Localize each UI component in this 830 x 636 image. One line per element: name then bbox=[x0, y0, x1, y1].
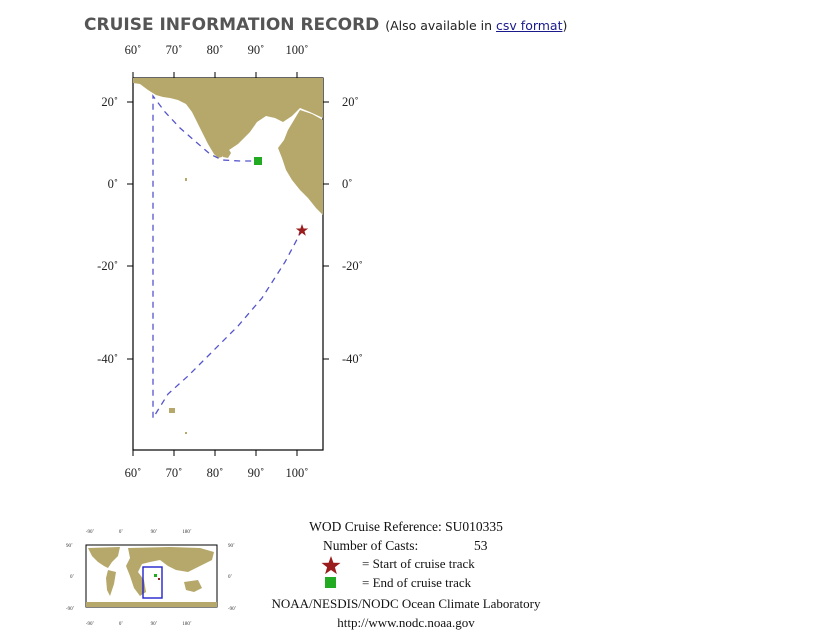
lon-label-top: 100˚ bbox=[286, 43, 309, 57]
inset-lat-label: 90˚ bbox=[66, 543, 73, 549]
inset-start-marker-icon bbox=[158, 578, 160, 580]
lat-label-right: 0˚ bbox=[342, 177, 352, 191]
main-map: 60˚ 70˚ 80˚ 90˚ 100˚ 60˚ 70˚ 80˚ 90˚ 100… bbox=[97, 43, 363, 480]
title-subtext: (Also available in csv format) bbox=[385, 18, 567, 33]
lat-label-left: 20˚ bbox=[101, 95, 118, 109]
lon-label-top: 60˚ bbox=[125, 43, 142, 57]
inset-lon-label: -90˚ bbox=[86, 621, 95, 627]
inset-lat-label: 90˚ bbox=[228, 543, 235, 549]
inset-lon-label: -90˚ bbox=[86, 529, 95, 535]
inset-south-america bbox=[106, 570, 116, 596]
casts-label: Number of Casts: bbox=[323, 538, 418, 553]
inset-lon-label: 180˚ bbox=[182, 621, 192, 627]
sub-suffix: ) bbox=[562, 18, 568, 33]
inset-lat-label: 0˚ bbox=[228, 574, 233, 580]
inset-lon-label: 90˚ bbox=[151, 529, 158, 535]
inset-lat-label: 0˚ bbox=[70, 574, 75, 580]
lon-label-bottom: 70˚ bbox=[166, 466, 183, 480]
casts-value: 53 bbox=[474, 538, 488, 553]
inset-antarctica bbox=[86, 602, 217, 607]
lat-label-right: -20˚ bbox=[342, 259, 363, 273]
cruise-reference: WOD Cruise Reference: SU010335 bbox=[309, 519, 503, 534]
legend-start-label: = Start of cruise track bbox=[362, 556, 475, 571]
cruise-track bbox=[152, 94, 303, 421]
inset-end-marker-icon bbox=[154, 574, 157, 577]
lat-label-left: 0˚ bbox=[108, 177, 118, 191]
lat-label-right: 20˚ bbox=[342, 95, 359, 109]
land-islet bbox=[185, 432, 187, 434]
start-marker-icon bbox=[295, 224, 309, 236]
lon-label-bottom: 90˚ bbox=[248, 466, 265, 480]
lon-label-bottom: 100˚ bbox=[286, 466, 309, 480]
land-kerguelen bbox=[169, 408, 175, 413]
legend-square-icon bbox=[325, 577, 336, 588]
inset-lat-label: -90˚ bbox=[66, 606, 75, 612]
end-marker-icon bbox=[254, 157, 262, 165]
csv-format-link[interactable]: csv format bbox=[496, 18, 563, 33]
title-text: CRUISE INFORMATION RECORD bbox=[84, 15, 380, 35]
inset-world-map: -90˚ 0˚ 90˚ 180˚ -90˚ 0˚ 90˚ 180˚ 90˚ 0˚… bbox=[66, 529, 237, 627]
lon-label-top: 70˚ bbox=[166, 43, 183, 57]
inset-region-box bbox=[142, 566, 163, 599]
land-sri-lanka bbox=[222, 148, 231, 158]
inset-land bbox=[86, 547, 217, 607]
lab-name: NOAA/NESDIS/NODC Ocean Climate Laborator… bbox=[272, 596, 541, 611]
inset-lat-label: -90˚ bbox=[228, 606, 237, 612]
page-title: CRUISE INFORMATION RECORD (Also availabl… bbox=[84, 15, 567, 35]
inset-lon-label: 90˚ bbox=[151, 621, 158, 627]
land-islet bbox=[185, 178, 187, 181]
legend-star-icon bbox=[321, 556, 341, 575]
lat-label-left: -20˚ bbox=[97, 259, 118, 273]
land-asia bbox=[133, 78, 323, 158]
inset-lon-label: 0˚ bbox=[119, 529, 124, 535]
lon-label-top: 90˚ bbox=[248, 43, 265, 57]
lat-label-left: -40˚ bbox=[97, 352, 118, 366]
inset-north-america bbox=[88, 547, 120, 568]
inset-lon-label: 0˚ bbox=[119, 621, 124, 627]
inset-lon-label: 180˚ bbox=[182, 529, 192, 535]
land-masses bbox=[133, 78, 323, 434]
land-malay-sumatra bbox=[278, 110, 323, 215]
lon-label-bottom: 80˚ bbox=[207, 466, 224, 480]
inset-eurasia-africa bbox=[126, 547, 214, 596]
lat-label-right: -40˚ bbox=[342, 352, 363, 366]
map-tick-marks bbox=[127, 72, 329, 456]
legend: WOD Cruise Reference: SU010335 Number of… bbox=[272, 519, 541, 630]
lon-label-top: 80˚ bbox=[207, 43, 224, 57]
legend-end-label: = End of cruise track bbox=[362, 575, 472, 590]
lab-url: http://www.nodc.noaa.gov bbox=[337, 615, 475, 630]
sub-prefix: (Also available in bbox=[385, 18, 497, 33]
inset-australia bbox=[184, 580, 202, 592]
lon-label-bottom: 60˚ bbox=[125, 466, 142, 480]
